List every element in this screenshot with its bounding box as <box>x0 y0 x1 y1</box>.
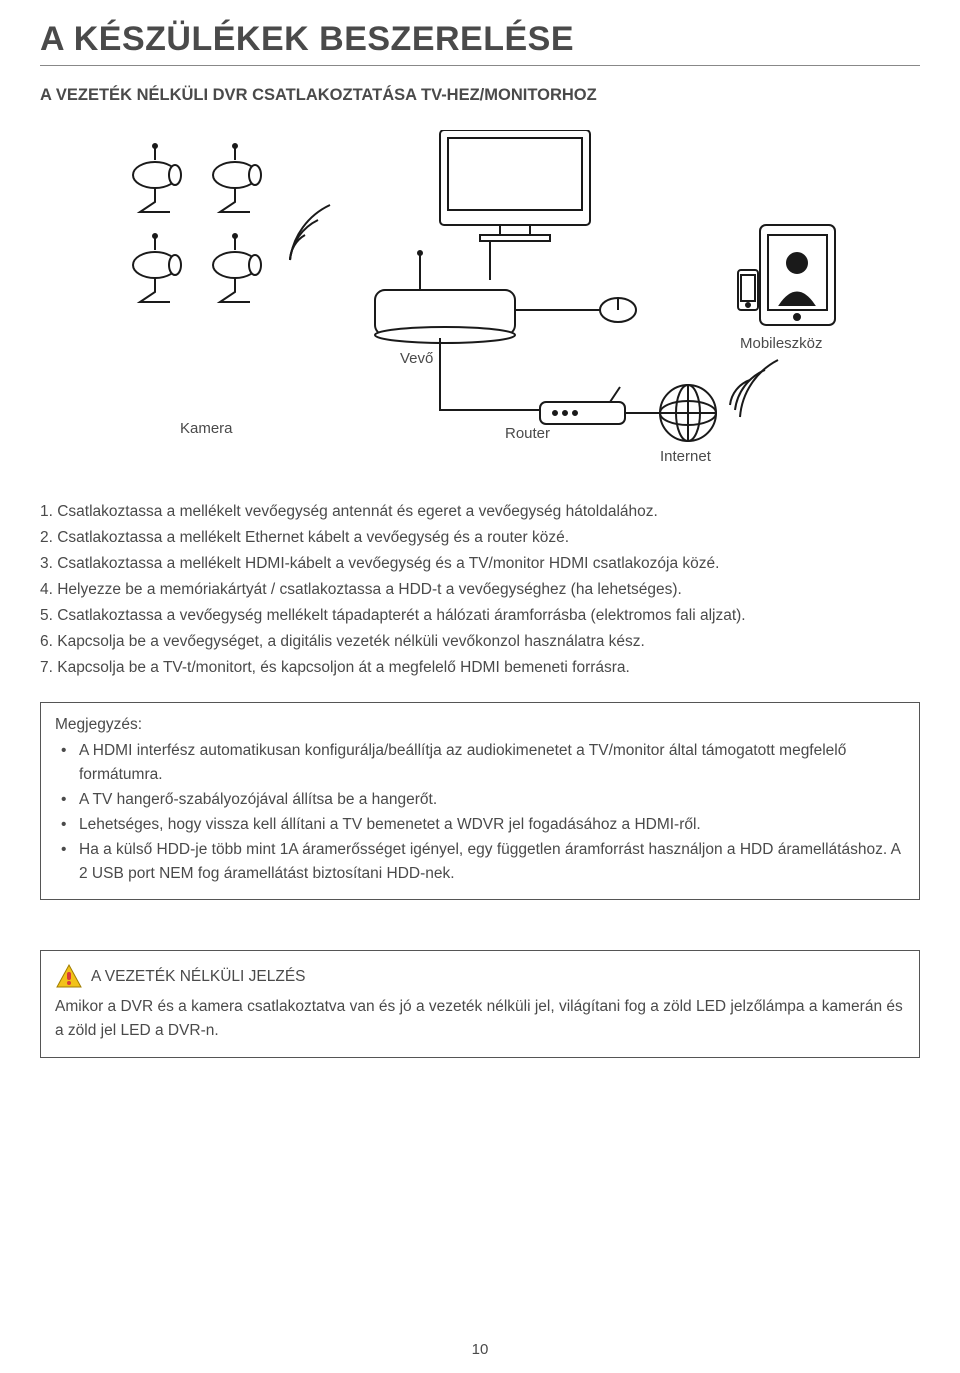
step-7: 7. Kapcsolja be a TV-t/monitort, és kapc… <box>40 656 920 680</box>
camera-icon <box>213 144 261 212</box>
page-title: A KÉSZÜLÉKEK BESZERELÉSE <box>40 20 920 59</box>
router-icon <box>540 387 625 424</box>
instruction-steps: 1. Csatlakoztassa a mellékelt vevőegység… <box>40 500 920 680</box>
note-item: A TV hangerő-szabályozójával állítsa be … <box>79 788 905 812</box>
step-5: 5. Csatlakoztassa a vevőegység mellékelt… <box>40 604 920 628</box>
diagram-label-internet: Internet <box>660 448 711 465</box>
note-title: Megjegyzés: <box>55 713 905 737</box>
globe-icon <box>660 385 716 441</box>
monitor-icon <box>440 130 590 241</box>
page-number: 10 <box>0 1341 960 1358</box>
note-item: Ha a külső HDD-je több mint 1A áramerőss… <box>79 838 905 886</box>
step-4: 4. Helyezze be a memóriakártyát / csatla… <box>40 578 920 602</box>
phone-icon <box>738 270 758 310</box>
warning-box: A VEZETÉK NÉLKÜLI JELZÉS Amikor a DVR és… <box>40 950 920 1058</box>
section-subtitle: A VEZETÉK NÉLKÜLI DVR CSATLAKOZTATÁSA TV… <box>40 86 920 105</box>
step-2: 2. Csatlakoztassa a mellékelt Ethernet k… <box>40 526 920 550</box>
diagram-label-router: Router <box>505 425 550 442</box>
connection-diagram: Vevő Mobileszköz Kamera Router Internet <box>40 130 920 470</box>
note-item: Lehetséges, hogy vissza kell állítani a … <box>79 813 905 837</box>
warning-icon <box>55 963 83 991</box>
mouse-icon <box>600 298 636 322</box>
wifi-arcs-icon <box>730 360 778 417</box>
step-6: 6. Kapcsolja be a vevőegységet, a digitá… <box>40 630 920 654</box>
tablet-icon <box>760 225 835 325</box>
note-item: A HDMI interfész automatikusan konfigurá… <box>79 739 905 787</box>
camera-icon <box>133 234 181 302</box>
step-3: 3. Csatlakoztassa a mellékelt HDMI-kábel… <box>40 552 920 576</box>
diagram-label-camera: Kamera <box>180 420 233 437</box>
camera-icon <box>213 234 261 302</box>
diagram-label-mobile: Mobileszköz <box>740 335 823 352</box>
step-1: 1. Csatlakoztassa a mellékelt vevőegység… <box>40 500 920 524</box>
note-box: Megjegyzés: A HDMI interfész automatikus… <box>40 702 920 900</box>
warning-title: A VEZETÉK NÉLKÜLI JELZÉS <box>91 965 306 989</box>
title-divider <box>40 65 920 66</box>
camera-icon <box>133 144 181 212</box>
diagram-svg <box>120 130 840 470</box>
receiver-icon <box>375 251 515 343</box>
diagram-label-receiver: Vevő <box>400 350 433 367</box>
wifi-arcs-icon <box>290 205 330 260</box>
warning-body: Amikor a DVR és a kamera csatlakoztatva … <box>55 995 905 1043</box>
